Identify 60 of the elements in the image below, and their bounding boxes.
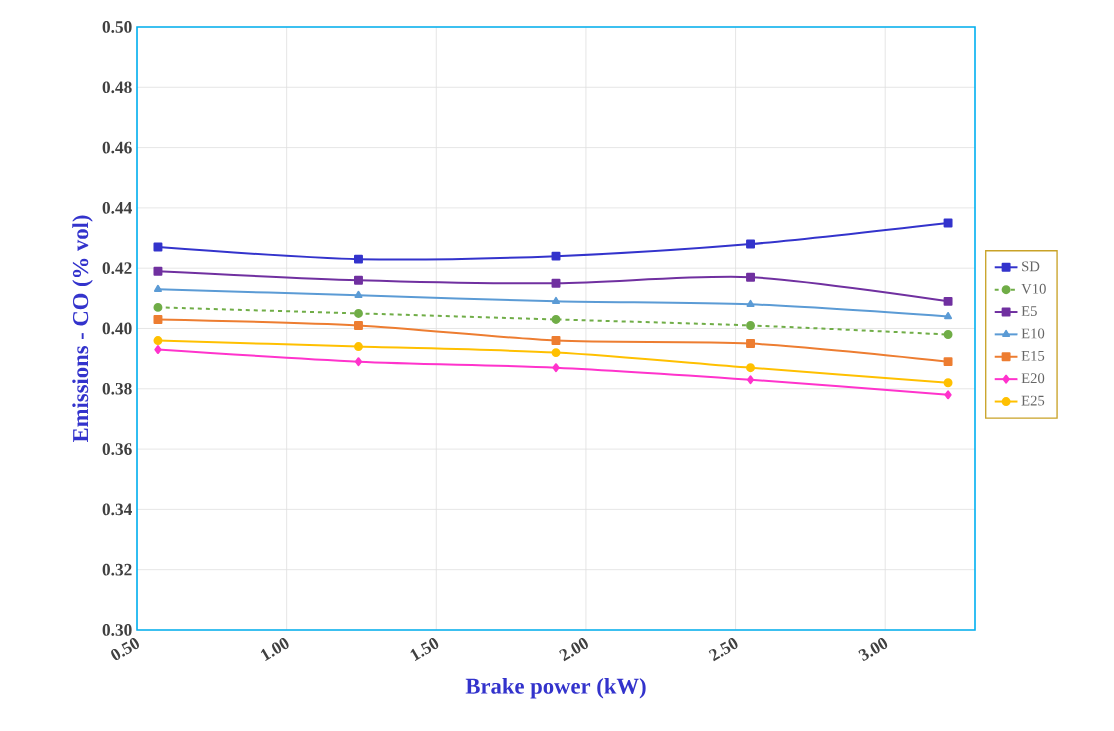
point	[354, 290, 363, 299]
y-tick-label: 0.36	[102, 443, 132, 455]
y-tick-label: 0.50	[102, 21, 132, 33]
y-tick-label: 0.30	[102, 624, 132, 636]
point	[551, 314, 561, 324]
y-tick-label: 0.42	[102, 262, 132, 275]
legend-label: E25	[1021, 395, 1045, 406]
point	[943, 357, 953, 367]
y-tick-label: 0.40	[102, 322, 132, 335]
point	[551, 251, 561, 261]
point	[354, 357, 363, 367]
point	[551, 336, 561, 346]
point	[552, 296, 560, 305]
point	[943, 330, 953, 339]
y-tick-label: 0.32	[102, 563, 132, 576]
point	[153, 302, 163, 312]
legend-label: V10	[1021, 283, 1046, 294]
y-axis-title: Emissions - CO (% vol)	[72, 215, 93, 443]
legend-label: SD	[1022, 261, 1040, 272]
x-tick-label: 3.00	[858, 638, 888, 662]
point	[746, 339, 756, 349]
point	[746, 321, 756, 330]
y-tick-label: 0.44	[102, 202, 132, 214]
point	[354, 308, 363, 318]
y-tick-label: 0.48	[102, 81, 132, 94]
point	[153, 242, 163, 252]
legend-label: E10	[1021, 328, 1045, 339]
point	[746, 299, 755, 308]
point	[354, 254, 363, 264]
point	[354, 275, 363, 285]
x-tick-label: 2.00	[559, 638, 588, 662]
point	[943, 218, 953, 228]
x-tick-label: 1.50	[410, 638, 439, 661]
point	[154, 345, 162, 355]
point	[746, 239, 756, 249]
point	[551, 348, 561, 358]
point	[354, 342, 363, 352]
legend-label: E5	[1021, 306, 1037, 316]
y-tick-label: 0.34	[102, 503, 132, 516]
point	[551, 278, 561, 288]
legend-label: E15	[1021, 350, 1045, 361]
y-tick-label: 0.38	[102, 382, 132, 395]
x-tick-label: 1.00	[260, 638, 289, 661]
point	[153, 284, 162, 293]
point	[153, 336, 163, 346]
legend-label: E20	[1021, 373, 1045, 384]
y-tick-label: 0.46	[102, 141, 132, 154]
x-tick-label: 2.50	[708, 638, 738, 662]
point	[746, 375, 755, 385]
x-axis-title: Brake power (kW)	[465, 677, 646, 699]
point	[552, 363, 560, 373]
point	[354, 321, 363, 330]
point	[944, 311, 953, 320]
point	[943, 378, 953, 388]
point	[153, 314, 163, 324]
point	[943, 296, 953, 306]
point	[746, 363, 756, 373]
point	[153, 266, 163, 276]
point	[746, 272, 756, 282]
point	[944, 390, 952, 400]
